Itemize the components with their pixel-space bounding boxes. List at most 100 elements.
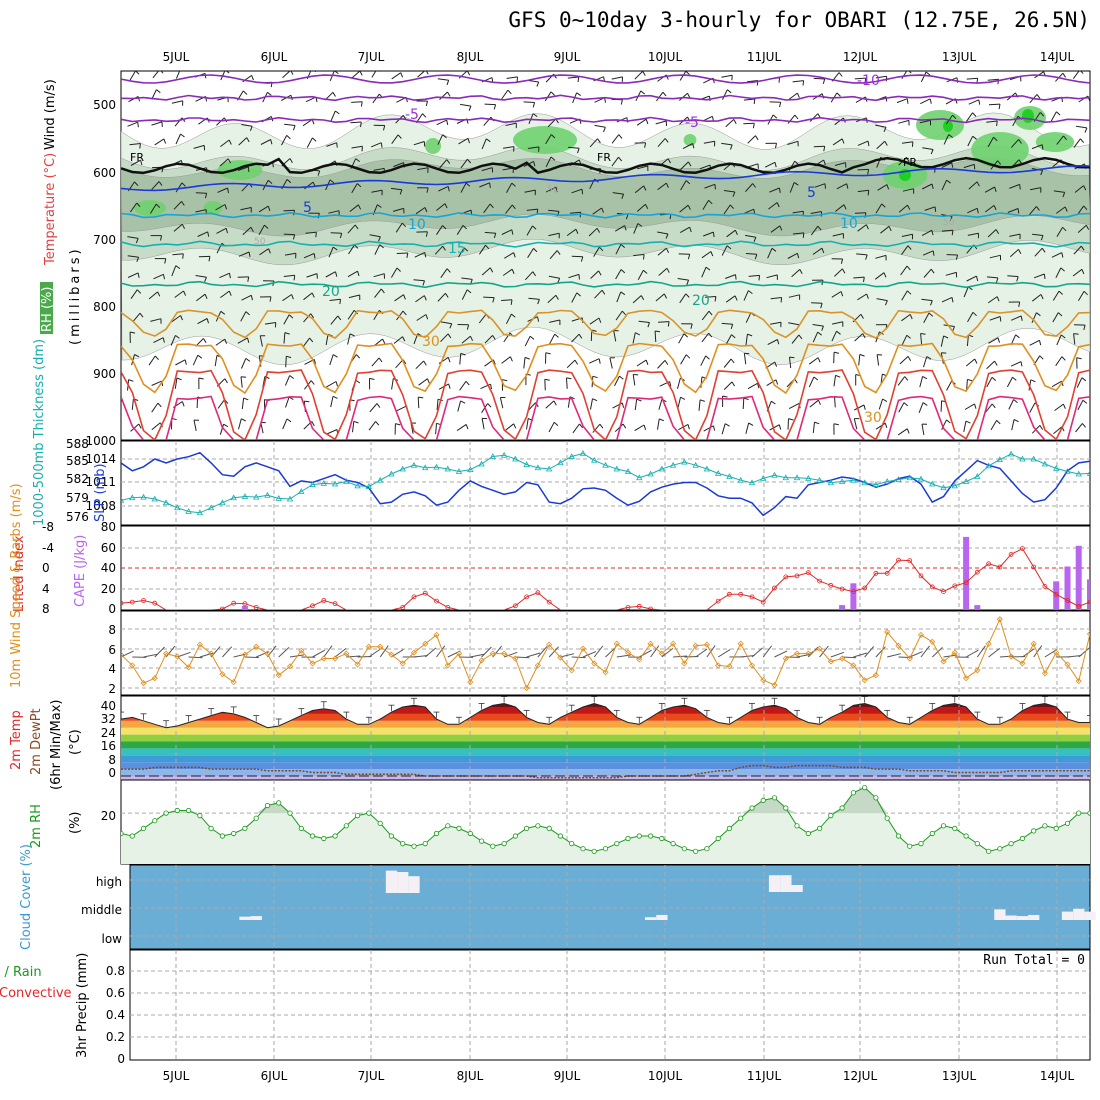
wind-barb (283, 314, 290, 325)
wind-barb-flag (507, 89, 512, 95)
wind-barb (638, 320, 650, 323)
wind-barb-flag (1036, 206, 1040, 211)
wind-barb-flag (267, 205, 271, 211)
wind-barb (437, 78, 449, 81)
wind-barb (769, 187, 780, 193)
thickness-point (354, 482, 361, 489)
wind-barb (503, 332, 511, 343)
axis-ticks: 588 585 582 579 576 1014 1011 1008 (66, 437, 116, 524)
li-point (220, 606, 225, 610)
surface-barb (774, 650, 788, 658)
wind-barb-flag (645, 359, 649, 365)
wind-barb (808, 376, 815, 388)
wind-barb (151, 380, 162, 386)
wind-barb (921, 229, 933, 237)
surface-barb (548, 646, 559, 658)
wind-barb (238, 418, 242, 430)
wind-barb (172, 253, 184, 256)
wind-barb (130, 423, 140, 432)
cape-bar (1075, 545, 1082, 610)
wind-barb (940, 335, 945, 347)
wind-barb-flag (598, 358, 601, 364)
wind-barb (877, 184, 888, 191)
wind-barb (258, 224, 265, 235)
wind-barb-flag (928, 312, 934, 317)
wind-barb (415, 295, 425, 303)
wind-barb-flag (378, 236, 381, 242)
wind-barb (721, 142, 733, 146)
wind-barb (501, 89, 509, 100)
rh-point (828, 812, 834, 819)
wind-barb-flag (532, 225, 537, 230)
wind-barb (174, 290, 184, 298)
wind-speed-point (433, 631, 440, 638)
li-point (783, 574, 789, 580)
wind-barb-flag (493, 233, 497, 239)
thickness-tick: 588 (66, 437, 89, 451)
wind-barb (1072, 268, 1083, 277)
wind-barb (832, 233, 844, 237)
grid (130, 865, 1090, 949)
rh-point (850, 790, 857, 796)
wind-barb (571, 188, 583, 194)
li-point (952, 583, 958, 589)
wind-barb-flag (748, 290, 753, 295)
wind-barb-flag (250, 227, 254, 232)
wind-barb (921, 298, 933, 302)
wind-barb (1076, 377, 1083, 388)
wind-barb-flag (1062, 226, 1067, 232)
wind-barb-flag (355, 158, 361, 163)
li-point (817, 578, 822, 584)
wind-barb-flag (911, 141, 914, 147)
wind-speed-point (174, 653, 181, 660)
wind-barb (726, 229, 736, 238)
wind-barb (941, 229, 953, 232)
top-date-label: 14JUL (1040, 50, 1075, 64)
wind-barb (241, 358, 247, 369)
li-point (727, 591, 732, 597)
wind-barb (787, 114, 796, 124)
thickness-point (365, 483, 373, 489)
thickness-point (512, 455, 519, 462)
middle-cloud-bar (250, 916, 262, 920)
wind-barb (153, 273, 164, 280)
wind-barb (396, 310, 404, 321)
wind-barb (436, 399, 439, 411)
wind-barb (698, 399, 701, 411)
li-point (896, 557, 901, 563)
wind-barb (391, 134, 399, 144)
li-point (242, 601, 248, 607)
cape-bar (963, 536, 970, 610)
wind-barb (615, 310, 623, 321)
wind-barb-flag (931, 230, 934, 236)
wind-barb-flag (952, 326, 955, 332)
isotherm-40 (121, 395, 1090, 440)
thickness-point (951, 482, 958, 489)
wind-barb-flag (360, 121, 362, 128)
wind-barb (481, 418, 485, 430)
wind-barb-flag (581, 189, 584, 195)
wind-barb-flag (198, 377, 204, 380)
wind-barb (1077, 291, 1085, 301)
wind-barb (435, 423, 437, 435)
wind-barb-flag (991, 403, 996, 409)
wind-barb (348, 294, 360, 299)
wind-barb-flag (1039, 112, 1045, 117)
wind-barb (875, 254, 887, 259)
wind-speed-point (1086, 630, 1090, 637)
wind-barb (458, 247, 465, 258)
surface-barb (605, 647, 617, 658)
surface-barb (470, 653, 485, 658)
cloud-bars (239, 870, 1096, 920)
rh-point (445, 823, 451, 829)
thickness-point (162, 499, 170, 506)
wind-barb-flag (883, 272, 887, 278)
top-date-label: 10JUL (648, 50, 683, 64)
wind-barb-flag (748, 422, 754, 426)
wind-barb-flag (934, 206, 937, 212)
wind-barb (501, 299, 513, 301)
wind-barb-flag (599, 423, 604, 429)
wind-barb (1029, 339, 1040, 346)
wind-barb (679, 204, 689, 213)
thickness-point (151, 495, 158, 502)
